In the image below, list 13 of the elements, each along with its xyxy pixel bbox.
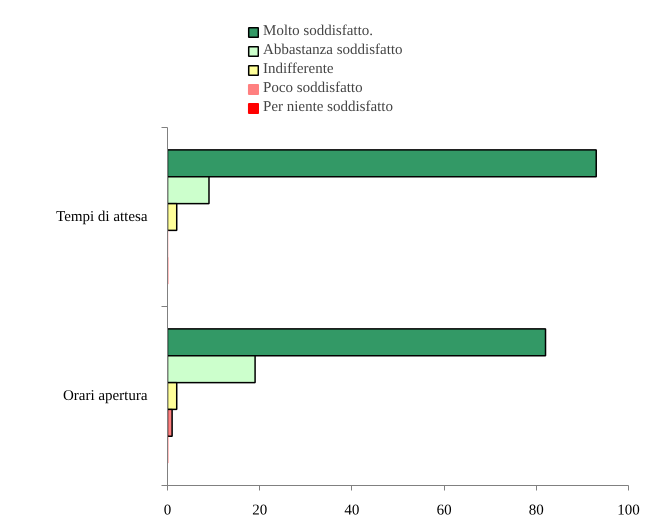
y-tick-label: Orari apertura <box>62 388 148 404</box>
x-tick-label: 20 <box>252 502 268 518</box>
x-tick-label: 0 <box>164 502 172 518</box>
y-tick-label: Tempi di attesa <box>56 209 148 225</box>
legend-label: Poco soddisfatto <box>263 80 363 97</box>
x-tick-label: 100 <box>617 502 640 518</box>
legend-label: Abbastanza soddisfatto <box>263 42 403 59</box>
legend-label: Molto soddisfatto. <box>263 23 374 40</box>
x-tick-label: 80 <box>528 502 544 518</box>
legend-label: Indifferente <box>263 61 334 78</box>
x-tick-label: 60 <box>436 502 452 518</box>
legend-label: Per niente soddisfatto <box>263 99 393 116</box>
x-tick-label: 40 <box>344 502 360 518</box>
